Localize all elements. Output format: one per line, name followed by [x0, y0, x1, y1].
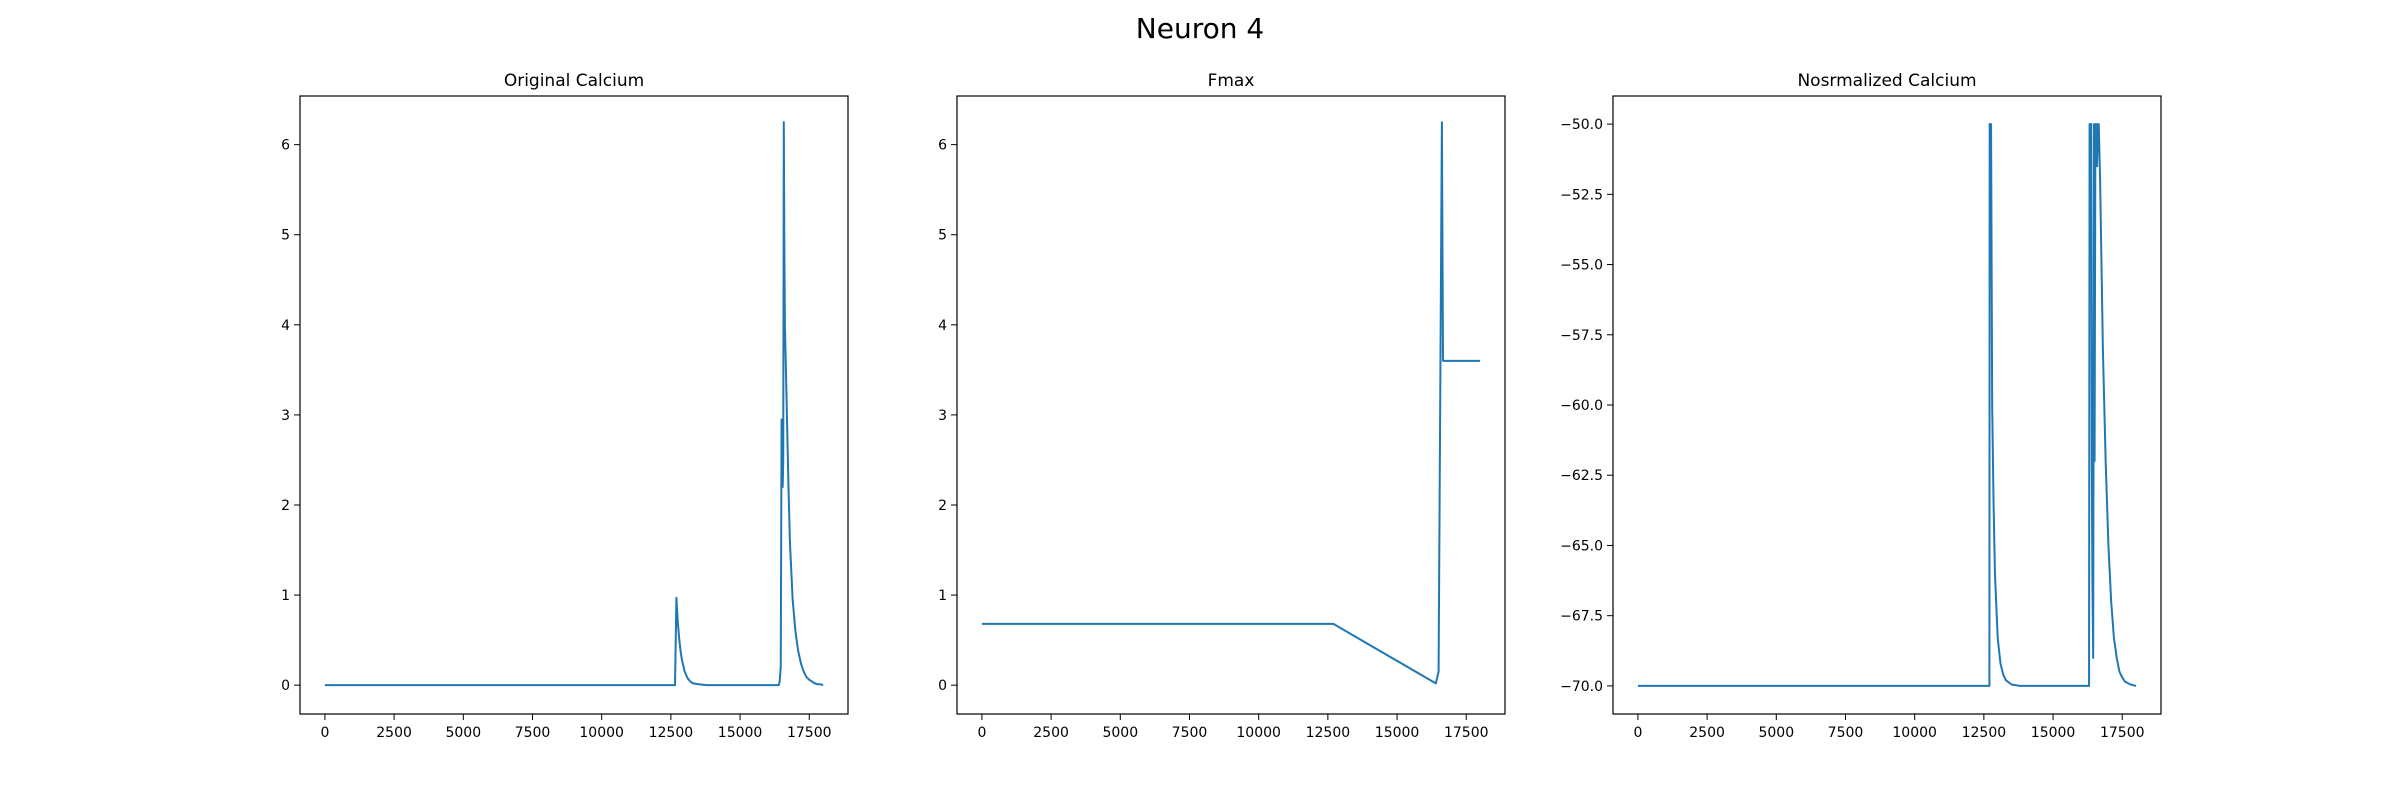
axes-frame — [956, 95, 1506, 715]
y-tick-label: −57.5 — [1560, 328, 1603, 344]
y-tick-label: −70.0 — [1560, 679, 1603, 695]
x-tick-label: 0 — [320, 725, 329, 741]
y-tick-label: −55.0 — [1560, 258, 1603, 274]
subplot-title: Nosrmalized Calcium — [1797, 71, 1976, 91]
x-tick-label: 10000 — [1892, 725, 1937, 741]
x-tick-label: 17500 — [2100, 725, 2145, 741]
y-tick-label: −62.5 — [1560, 468, 1603, 484]
y-tick-label: 3 — [938, 408, 947, 424]
y-tick-label: 1 — [281, 588, 290, 604]
x-tick-label: 5000 — [1102, 725, 1138, 741]
y-tick-label: −67.5 — [1560, 609, 1603, 625]
axes-frame — [1612, 95, 2162, 715]
axes-frame — [299, 95, 849, 715]
subplot-title: Fmax — [1208, 71, 1255, 91]
x-tick-label: 2500 — [376, 725, 412, 741]
y-tick-label: 4 — [938, 318, 947, 334]
y-tick-label: 2 — [281, 498, 290, 514]
series-line-1 — [981, 121, 1481, 685]
x-tick-label: 2500 — [1689, 725, 1725, 741]
y-tick-label: −50.0 — [1560, 117, 1603, 133]
x-tick-label: 17500 — [1444, 725, 1489, 741]
series-line-1 — [1637, 123, 2137, 687]
y-tick-label: 5 — [281, 228, 290, 244]
x-tick-label: 7500 — [515, 725, 551, 741]
y-tick-label: 0 — [281, 678, 290, 694]
x-tick-label: 15000 — [718, 725, 763, 741]
y-tick-label: 4 — [281, 318, 290, 334]
y-tick-label: −60.0 — [1560, 398, 1603, 414]
x-tick-label: 15000 — [2031, 725, 2076, 741]
y-tick-label: −52.5 — [1560, 187, 1603, 203]
x-tick-label: 5000 — [445, 725, 481, 741]
x-tick-label: 17500 — [787, 725, 832, 741]
x-tick-label: 10000 — [579, 725, 624, 741]
x-tick-label: 5000 — [1758, 725, 1794, 741]
subplot-3: Nosrmalized Calcium 0 2500 5000 7500 10000 125… — [1560, 71, 2162, 741]
y-tick-label: 6 — [938, 138, 947, 154]
x-tick-label: 15000 — [1375, 725, 1420, 741]
y-tick-label: 6 — [281, 138, 290, 154]
series-line-1 — [324, 121, 824, 687]
subplot-2: Fmax 0 2500 5000 7500 10000 12500 15000 17500 0 1 2… — [938, 71, 1506, 741]
y-tick-label: 0 — [938, 678, 947, 694]
y-tick-label: −65.0 — [1560, 538, 1603, 554]
y-tick-label: 1 — [938, 588, 947, 604]
x-tick-label: 12500 — [1306, 725, 1351, 741]
x-tick-label: 0 — [977, 725, 986, 741]
x-tick-label: 10000 — [1236, 725, 1281, 741]
x-tick-label: 7500 — [1828, 725, 1864, 741]
y-tick-label: 3 — [281, 408, 290, 424]
x-tick-label: 12500 — [649, 725, 694, 741]
x-tick-label: 7500 — [1172, 725, 1208, 741]
subplot-title: Original Calcium — [504, 71, 644, 91]
figure-title: Neuron 4 — [1136, 12, 1264, 45]
y-tick-label: 5 — [938, 228, 947, 244]
y-tick-label: 2 — [938, 498, 947, 514]
subplot-1: Original Calcium 0 2500 5000 7500 10000 12500 1… — [281, 71, 849, 741]
x-tick-label: 2500 — [1033, 725, 1069, 741]
x-tick-label: 0 — [1633, 725, 1642, 741]
x-tick-label: 12500 — [1962, 725, 2007, 741]
